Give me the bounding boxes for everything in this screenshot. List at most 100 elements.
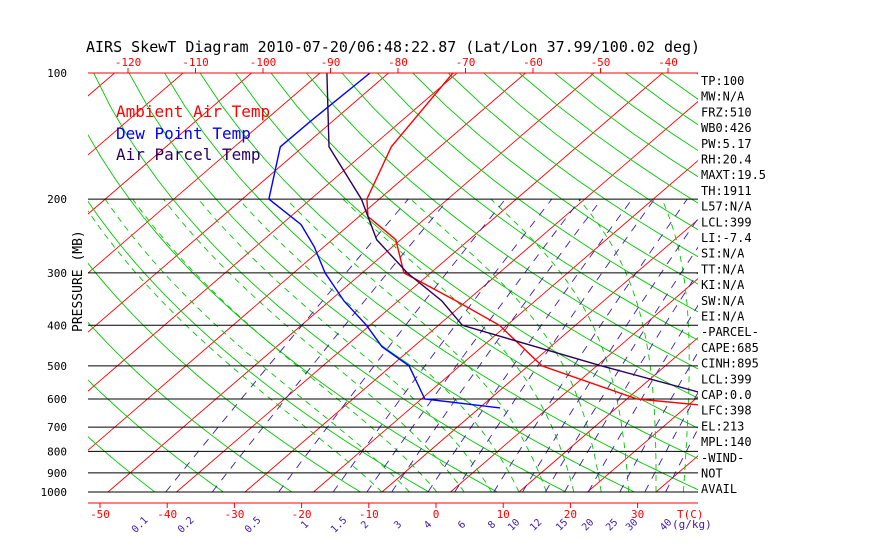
moist-adiabat-line [162,198,465,493]
index-label: LCL:399 [701,215,752,229]
dry-adiabat-line [88,321,293,493]
bottom-temp-tick-label: 20 [564,508,577,521]
moist-adiabat-line [342,198,575,493]
pressure-tick-label: 400 [47,319,67,332]
moist-adiabat-line [285,198,547,493]
index-label: RH:20.4 [701,153,752,167]
top-temp-axis: -120 -110 -100 -90 -80 -70 -60 -50 -40 [88,56,698,74]
legend-parcel: Air Parcel Temp [116,145,261,164]
isotherm-line [518,337,698,493]
dry-adiabat-line [88,200,430,493]
dry-adiabat-line [412,73,698,285]
mixing-ratio-tick-label: 2 [359,519,371,531]
index-label: MAXT:19.5 [701,168,766,182]
top-temp-tick-label: -40 [658,56,678,69]
moist-adiabat-line [88,210,383,493]
isotherm-line [88,73,458,392]
isotherm-line [88,73,321,274]
dry-adiabat-line [88,379,224,493]
isotherm-line [88,73,252,215]
mixing-ratio-unit-label: (g/kg) [672,518,712,531]
mixing-ratio-tick-label: 12 [528,517,544,533]
isotherm-line [313,159,698,493]
mixing-ratio-line [332,198,553,493]
isotherm-line [381,218,698,493]
moist-adiabat-line [104,198,410,493]
index-label: MPL:140 [701,435,752,449]
index-label: SW:N/A [701,294,745,308]
index-label: EI:N/A [701,310,745,324]
dry-adiabat-line [93,73,567,493]
pressure-tick-label: 1000 [41,486,68,499]
mixing-ratio-line [493,198,688,493]
dewpoint-line [268,73,501,409]
mixing-ratio-tick-label: 0.2 [176,515,197,536]
isotherm-line [88,73,184,156]
profile-series [268,73,698,409]
index-label: TP:100 [701,74,744,88]
pressure-tick-label: 800 [47,445,67,458]
pressure-tick-label: 700 [47,421,67,434]
index-label: LI:-7.4 [701,231,752,245]
dry-adiabat-line [88,134,498,493]
mixing-ratio-tick-label: 20 [580,517,596,533]
y-axis-label: PRESSURE (MB) [71,230,86,332]
top-temp-tick-label: -80 [388,56,408,69]
dry-adiabat-line [306,73,698,370]
x-axis-unit-label: T(C) [677,508,704,521]
moist-adiabat-line [490,198,630,493]
dry-adiabat-line [447,73,698,258]
dry-adiabat-line [483,73,698,231]
mixing-ratio-line [366,198,581,493]
top-temp-tick-label: -60 [523,56,543,69]
mixing-ratio-tick-label: 1.5 [329,515,350,536]
pressure-tick-label: 100 [47,67,67,80]
pressure-tick-label: 500 [47,360,67,373]
dry-adiabat-line [88,262,361,493]
top-temp-tick-label: -120 [115,56,142,69]
bottom-temp-tick-label: -30 [224,508,244,521]
index-label: CAP:0.0 [701,388,752,402]
bottom-temp-tick-label: 30 [631,508,644,521]
dry-adiabat-line [199,73,698,460]
mixing-ratio-tick-label: 0.5 [243,515,264,536]
top-temp-tick-label: -50 [591,56,611,69]
chart-title: AIRS SkewT Diagram 2010-07-20/06:48:22.8… [86,38,700,56]
bottom-temp-tick-label: 10 [497,508,510,521]
mixing-ratio-line [211,198,449,493]
isotherm-line [450,278,698,493]
bottom-temp-tick-label: -10 [359,508,379,521]
dry-adiabat-line [88,436,156,493]
isobars [88,198,698,493]
pressure-tick-label: 600 [47,393,67,406]
top-temp-tick-label: -90 [321,56,341,69]
bottom-temp-tick-label: -50 [90,508,110,521]
moist-adiabat-line [578,198,657,492]
isotherm-line [88,73,389,333]
index-label: LCL:399 [701,372,752,386]
mixing-ratio-line [278,198,506,493]
index-label: AVAIL [701,482,737,496]
top-temp-tick-label: -110 [182,56,209,69]
index-label: CAPE:685 [701,341,759,355]
dry-adiabat-line [341,73,698,341]
index-label: TT:N/A [701,262,745,276]
mixing-ratio-line [165,198,409,493]
top-temp-tick-label: -70 [456,56,476,69]
legend-ambient: Ambient Air Temp [116,102,270,121]
dry-adiabat-line [270,73,698,399]
pressure-tick-label: 200 [47,193,67,206]
ambient-temp-line [366,73,698,406]
index-label: -PARCEL- [701,325,759,339]
index-label: EL:213 [701,419,744,433]
pressure-tick-label: 900 [47,467,67,480]
mixing-ratio-tick-label: 3 [392,519,404,531]
index-label: CINH:895 [701,357,759,371]
index-label: FRZ:510 [701,105,752,119]
legend-dewpoint: Dew Point Temp [116,124,251,143]
isotherm-line [587,396,698,493]
index-label: SI:N/A [701,247,745,261]
parcel-temp-line [326,73,698,393]
index-label: -WIND- [701,451,744,465]
moist-adiabat-line [410,198,602,493]
